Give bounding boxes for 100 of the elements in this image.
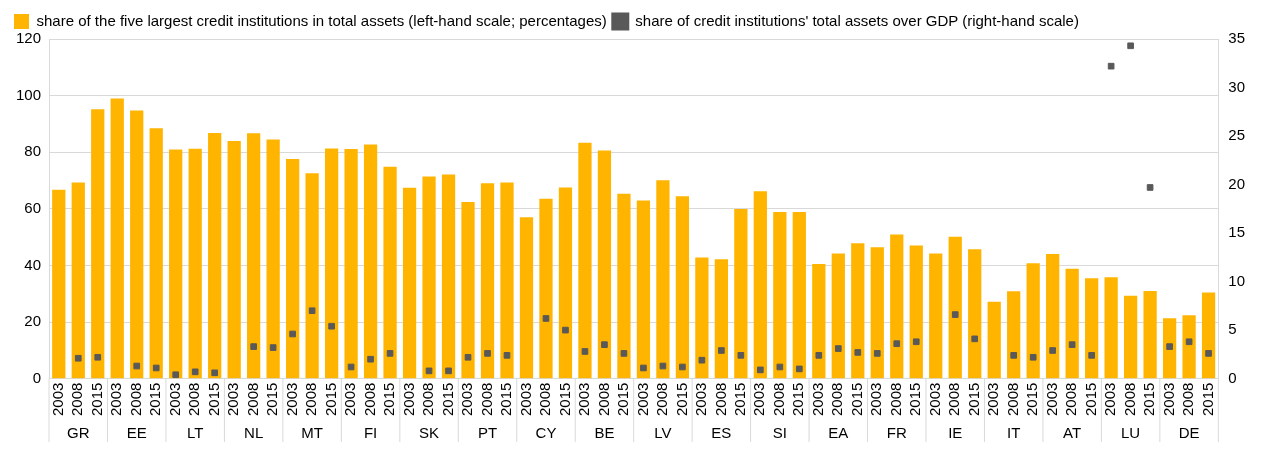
bar [402,187,417,379]
y-tick-label: 40 [24,255,42,273]
bar [286,159,300,379]
x-tick-label: 2008 [769,382,787,417]
x-tick-label: 2015 [789,382,807,417]
point [834,345,842,352]
point [503,352,511,359]
point [1127,42,1134,50]
bar [1182,315,1196,379]
point [640,364,647,372]
y2-tick-label: 30 [1228,77,1245,95]
point [1107,62,1115,70]
point [250,343,257,350]
point [386,350,394,357]
point [1166,343,1173,350]
bar [130,110,144,379]
bar [597,150,612,379]
bar [987,301,1001,379]
bar [344,149,358,379]
x-tick-label: 2003 [165,382,183,417]
x-tick-label: 2008 [185,382,203,417]
bar [734,209,748,379]
x-tick-label: 2015 [731,382,748,417]
bar [656,180,670,379]
x-tick-label: 2003 [516,382,534,417]
x-tick-label: 2015 [263,382,281,417]
x-tick-label: 2008 [594,382,612,417]
x-tick-label: 2008 [1003,382,1021,417]
x-tick-label: 2015 [87,382,105,417]
bar [890,234,904,379]
bar [929,253,943,379]
point [542,315,550,322]
point [191,368,199,376]
x-tick-label: 2008 [68,382,86,417]
point [367,355,374,363]
text: BE [594,423,615,441]
point [776,363,784,371]
bar [968,249,982,379]
point [795,365,803,373]
bar [675,196,690,379]
point [1010,352,1018,359]
point [133,362,141,370]
point [152,364,160,372]
x-tick-label: 2015 [146,382,164,417]
point [347,363,355,371]
y2-tick-label: 0 [1228,368,1237,386]
x-tick-label: 2003 [1101,382,1119,417]
bar [110,98,124,379]
x-tick-label: 2008 [886,382,904,417]
x-tick-label: 2003 [633,382,651,417]
bar [578,142,592,379]
point [698,356,706,364]
x-tick-label: 2015 [555,382,573,417]
x-tick-label: 2015 [964,382,982,417]
bar [1007,291,1021,379]
x-tick-label: 2008 [945,382,963,417]
legend-label: share of credit institutions' total assets over GDP (right-hand scale) [635,11,1079,29]
bar [519,217,534,379]
bar [422,176,436,379]
text: PT [477,423,498,441]
bar [714,259,728,379]
bar [383,166,397,379]
point [912,338,920,346]
bar [227,140,241,379]
bar [1065,268,1079,379]
bar [909,245,923,379]
y2-tick-label: 15 [1228,223,1245,241]
point [74,354,82,362]
x-tick-label: 2003 [575,382,593,417]
y2-tick-label: 25 [1228,126,1245,144]
text: CY [535,423,557,441]
point [601,341,608,348]
bar [305,173,319,379]
point [289,330,296,338]
bar [149,128,163,379]
x-tick-label: 2003 [458,382,476,417]
bar [636,200,651,379]
bar [773,211,787,379]
point [308,307,316,315]
bar [247,133,261,379]
x-tick-label: 2008 [1179,382,1197,417]
point [679,363,686,371]
text: FR [886,423,907,441]
point [484,350,491,357]
x-tick-label: 2015 [321,382,339,417]
point [1205,350,1212,357]
x-tick-label: 2003 [1042,382,1060,417]
y-tick-label: 0 [32,368,42,386]
bar [753,191,767,379]
bar [480,183,495,379]
y2-tick-label: 10 [1228,271,1245,289]
bar [441,174,456,379]
point [620,350,628,357]
x-tick-label: 2015 [497,382,515,417]
x-tick-label: 2008 [653,382,671,417]
text: EA [828,423,849,441]
x-tick-label: 2008 [828,382,846,417]
bar [792,211,806,379]
point [328,322,335,330]
x-tick-label: 2003 [282,382,300,417]
